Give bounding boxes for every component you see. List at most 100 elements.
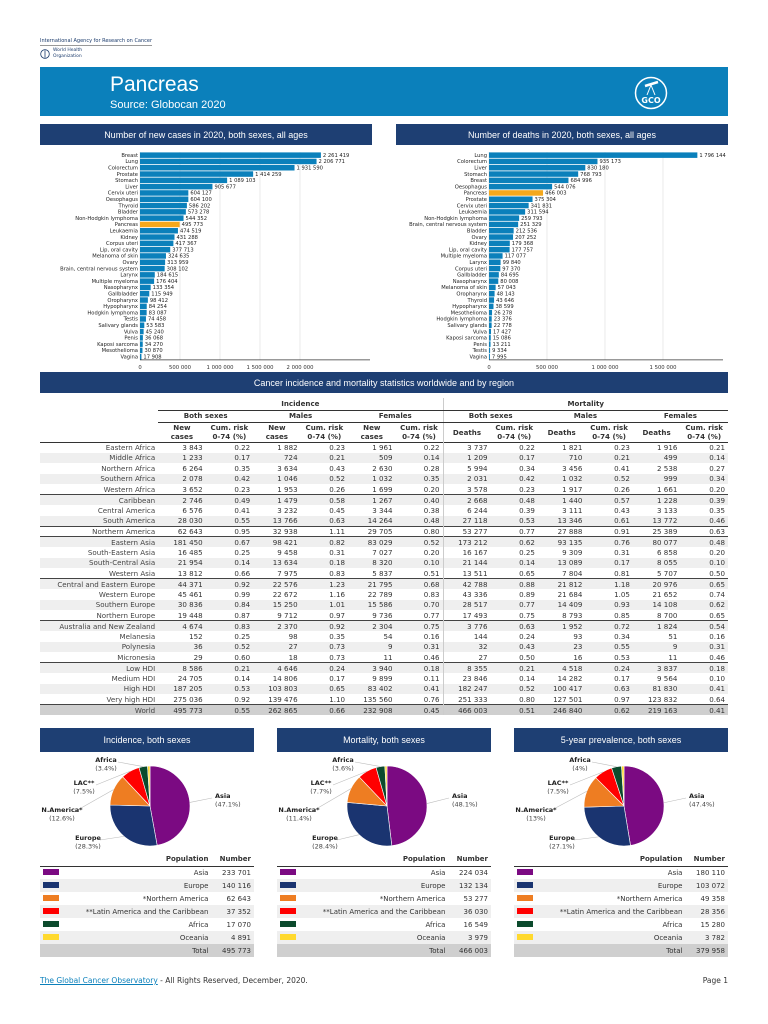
cell: 13 812	[177, 568, 203, 578]
cell: 51	[668, 631, 678, 641]
cell: 9 458	[277, 547, 298, 557]
cell: 1.23	[300, 578, 349, 589]
table-row: World 495 773 0.55 262 865 0.66 232 908 0.45 46…	[40, 704, 728, 715]
value-label: 313 959	[167, 260, 188, 266]
bar	[140, 183, 213, 190]
category-label: Corpus uteri	[106, 241, 138, 247]
cell: 0.80	[519, 694, 535, 704]
cell: 0.16	[709, 631, 725, 641]
category-label: Testis	[472, 348, 488, 354]
cell: 262 865	[253, 704, 301, 715]
number-value: 37 352	[211, 905, 254, 918]
cell: 0.14	[205, 557, 254, 568]
cell: 32 938	[253, 525, 301, 537]
callout-name: N.America*	[515, 806, 557, 814]
region-label: Middle Africa	[40, 452, 159, 463]
table-row: South America 28 030 0.55 13 766 0.63 14 264 0…	[40, 515, 728, 526]
cell: 1 916	[657, 443, 678, 452]
legend-row: Asia 233 701	[40, 866, 254, 879]
value-label: 38 599	[495, 304, 513, 310]
region-label: Northern Africa	[101, 463, 156, 473]
cell: 0.39	[680, 494, 728, 505]
cell: 0.10	[395, 557, 443, 568]
bar	[140, 215, 184, 221]
total-label: Total	[65, 944, 212, 957]
region-label: Eastern Africa	[105, 443, 156, 452]
number-value: 4 891	[211, 931, 254, 944]
cell: 0.21	[205, 662, 254, 673]
cell: 1 699	[372, 484, 393, 494]
value-label: 133 354	[153, 285, 175, 291]
cell: 187 205	[158, 683, 206, 694]
pie-panel: Mortality, both sexes Asia (48.1%) Europe (2…	[277, 728, 491, 856]
population-label: Africa	[662, 920, 683, 929]
pie-slice	[346, 802, 393, 847]
cell: 0.85	[614, 610, 630, 620]
cell: 1 824	[632, 620, 681, 631]
population-header: Population	[539, 853, 686, 867]
number-value: 224 034	[459, 868, 488, 877]
number-header: Number	[448, 853, 491, 867]
value-label: 84 695	[501, 273, 519, 279]
cell: 0.23	[614, 443, 630, 452]
callout-name: Asia	[452, 792, 468, 800]
cell: 21 144	[442, 557, 491, 568]
table-row: Polynesia 36 0.52 27 0.73 9 0.31 32 0.43 23 0.55 9 0…	[40, 641, 728, 652]
bar	[140, 316, 146, 322]
category-label: Multiple myeloma	[441, 254, 487, 260]
category-label: Pancreas	[115, 222, 139, 228]
bar	[489, 177, 569, 184]
callout-line	[189, 797, 213, 803]
cell: 98	[288, 631, 298, 641]
callout-name: Europe	[549, 834, 575, 842]
cell: 0.23	[519, 484, 535, 494]
cell: 0.51	[423, 568, 440, 578]
value-label: 48 143	[497, 292, 515, 298]
gco-link[interactable]: The Global Cancer Observatory	[40, 976, 158, 985]
bar	[140, 265, 165, 272]
cell: 0.22	[519, 443, 535, 452]
column-header: Cum. risk 0-74 (%)	[590, 423, 628, 441]
value-label: 341 831	[531, 203, 552, 209]
cell: 1 953	[277, 484, 298, 494]
population-label: **Latin America and the Caribbean	[539, 905, 686, 918]
population-label: Oceania	[302, 931, 449, 944]
color-swatch	[280, 894, 296, 901]
total-value: 495 773	[211, 944, 254, 957]
cell: 6 244	[442, 505, 491, 516]
bar	[489, 246, 510, 253]
value-label: 259 793	[521, 216, 542, 222]
callout-pct: (4%)	[572, 765, 587, 773]
cell: 275 036	[173, 694, 203, 704]
cell: 0.76	[585, 536, 633, 547]
callout-name: Africa	[332, 756, 354, 764]
category-label: Hypopharynx	[103, 304, 138, 310]
bar	[140, 354, 142, 360]
cell: 3 737	[442, 442, 491, 453]
table-row: Low HDI 8 586 0.21 4 646 0.24 3 940 0.18 8 355 0…	[40, 662, 728, 673]
who-line1: World Health	[53, 48, 83, 53]
cell: 0.64	[709, 694, 725, 704]
bar	[489, 291, 495, 297]
population-header: Population	[65, 853, 212, 867]
cell: 21 954	[158, 557, 206, 568]
region-label: South America	[40, 515, 159, 526]
table-row: South-Central Asia 21 954 0.14 13 634 0.18 8 …	[40, 557, 728, 568]
bar	[489, 272, 499, 278]
column-header: Cum. risk 0-74 (%)	[400, 423, 438, 441]
cell: 1 882	[277, 443, 298, 452]
cell: 0.62	[490, 536, 538, 547]
cell: 0.31	[614, 547, 630, 557]
cell: 15 250	[253, 599, 301, 610]
cell: 0.21	[709, 443, 725, 452]
cell: 0.50	[519, 652, 535, 662]
population-label: *Northern America	[379, 894, 446, 903]
legend-total-row: Total 466 003	[277, 944, 491, 957]
cell: 3 837	[632, 662, 681, 673]
value-label: 23 376	[494, 317, 512, 323]
cell: 9 309	[562, 547, 583, 557]
cell: 0.74	[709, 589, 725, 599]
callout-name: Asia	[215, 792, 231, 800]
cell: 0.43	[614, 505, 630, 515]
value-label: 177 757	[512, 247, 533, 253]
